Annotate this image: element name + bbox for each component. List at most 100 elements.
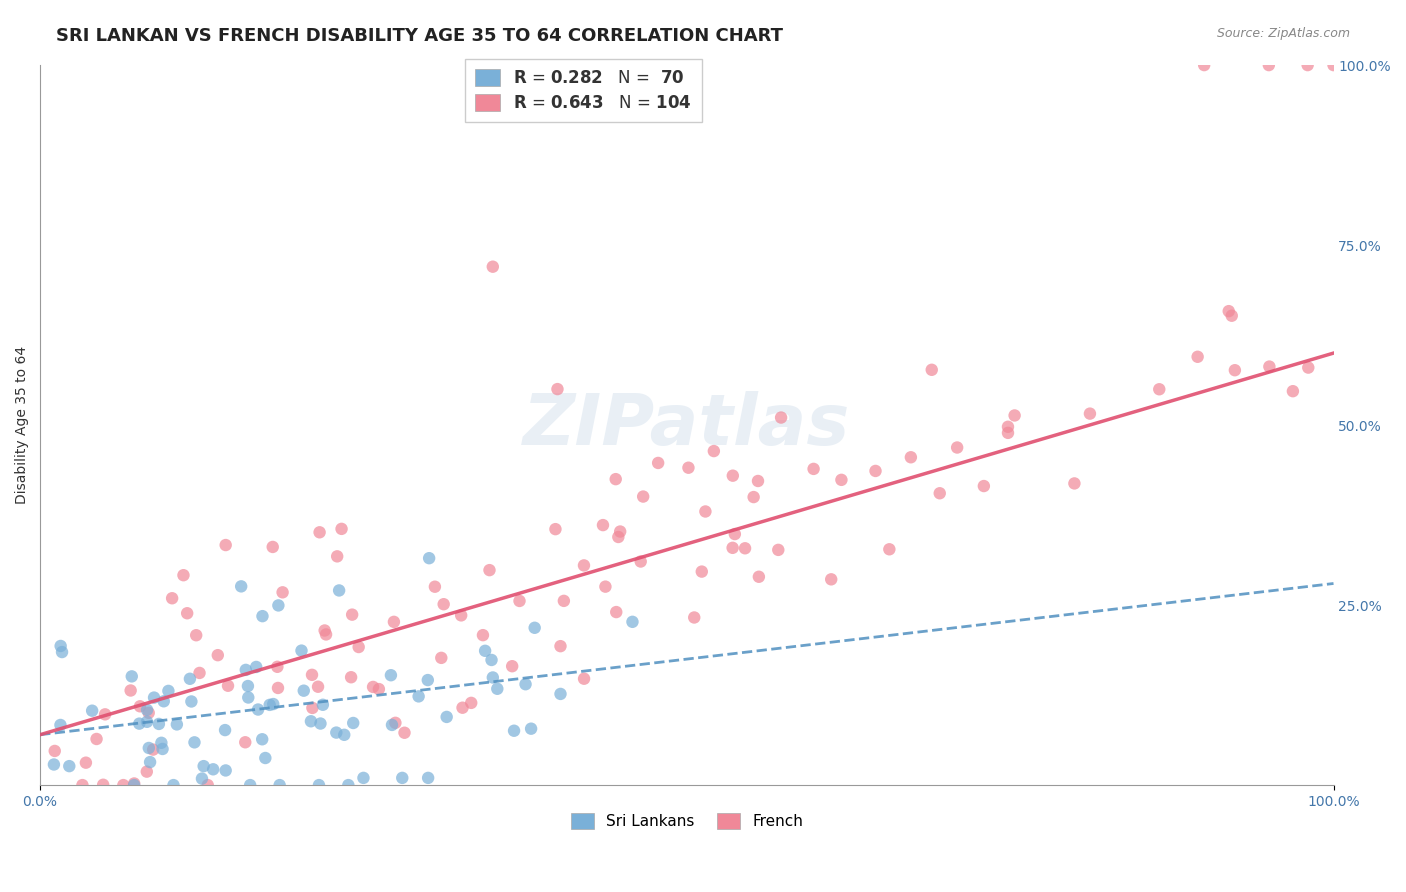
Point [214, 723, 236, 737]
Point [973, 479, 995, 493]
Point [135, 764, 157, 779]
Point [508, 594, 530, 608]
Point [148, 717, 170, 731]
Point [481, 653, 503, 667]
Point [139, 755, 162, 769]
Point [120, 683, 142, 698]
Point [342, 716, 364, 731]
Point [250, 732, 273, 747]
Point [546, 382, 568, 396]
Point [252, 609, 274, 624]
Point [690, 565, 713, 579]
Point [262, 697, 284, 711]
Point [290, 643, 312, 657]
Point [152, 694, 174, 708]
Point [433, 597, 456, 611]
Point [157, 684, 180, 698]
Point [997, 425, 1019, 440]
Point [408, 690, 430, 704]
Point [269, 778, 291, 792]
Point [436, 710, 458, 724]
Point [239, 778, 262, 792]
Point [315, 627, 337, 641]
Text: ZIPatlas: ZIPatlas [523, 391, 851, 459]
Point [482, 671, 505, 685]
Point [186, 628, 208, 642]
Point [49, 718, 72, 732]
Point [361, 680, 384, 694]
Point [481, 260, 503, 274]
Point [142, 742, 165, 756]
Point [478, 563, 501, 577]
Point [430, 651, 453, 665]
Point [647, 456, 669, 470]
Point [879, 542, 901, 557]
Point [122, 778, 145, 792]
Point [471, 628, 494, 642]
Point [217, 679, 239, 693]
Point [1258, 359, 1281, 374]
Point [520, 722, 543, 736]
Point [72, 778, 94, 792]
Point [474, 644, 496, 658]
Point [122, 776, 145, 790]
Point [451, 700, 474, 714]
Point [592, 518, 614, 533]
Point [176, 606, 198, 620]
Point [900, 450, 922, 465]
Point [180, 694, 202, 708]
Point [768, 542, 790, 557]
Point [138, 706, 160, 720]
Point [325, 725, 347, 739]
Point [312, 698, 335, 712]
Point [683, 610, 706, 624]
Point [553, 594, 575, 608]
Point [384, 715, 406, 730]
Point [308, 778, 330, 792]
Point [1223, 363, 1246, 377]
Point [44, 744, 66, 758]
Point [267, 681, 290, 695]
Point [997, 419, 1019, 434]
Point [770, 410, 793, 425]
Point [695, 504, 717, 518]
Point [160, 591, 183, 606]
Point [630, 554, 652, 568]
Point [460, 696, 482, 710]
Point [299, 714, 322, 729]
Point [367, 682, 389, 697]
Point [215, 538, 238, 552]
Point [1220, 309, 1243, 323]
Point [572, 672, 595, 686]
Point [301, 701, 323, 715]
Point [58, 759, 80, 773]
Point [724, 527, 747, 541]
Point [233, 735, 256, 749]
Point [121, 669, 143, 683]
Point [820, 572, 842, 586]
Point [486, 681, 509, 696]
Point [394, 725, 416, 739]
Point [136, 714, 159, 729]
Point [353, 771, 375, 785]
Point [49, 639, 72, 653]
Point [501, 659, 523, 673]
Point [928, 486, 950, 500]
Point [330, 522, 353, 536]
Point [1149, 382, 1171, 396]
Point [236, 679, 259, 693]
Point [391, 771, 413, 785]
Point [183, 735, 205, 749]
Point [162, 778, 184, 792]
Point [703, 444, 725, 458]
Point [418, 771, 440, 785]
Point [166, 717, 188, 731]
Point [340, 670, 363, 684]
Point [259, 698, 281, 712]
Point [416, 673, 439, 687]
Point [188, 665, 211, 680]
Point [609, 524, 631, 539]
Y-axis label: Disability Age 35 to 64: Disability Age 35 to 64 [15, 346, 30, 504]
Point [150, 736, 173, 750]
Point [678, 460, 700, 475]
